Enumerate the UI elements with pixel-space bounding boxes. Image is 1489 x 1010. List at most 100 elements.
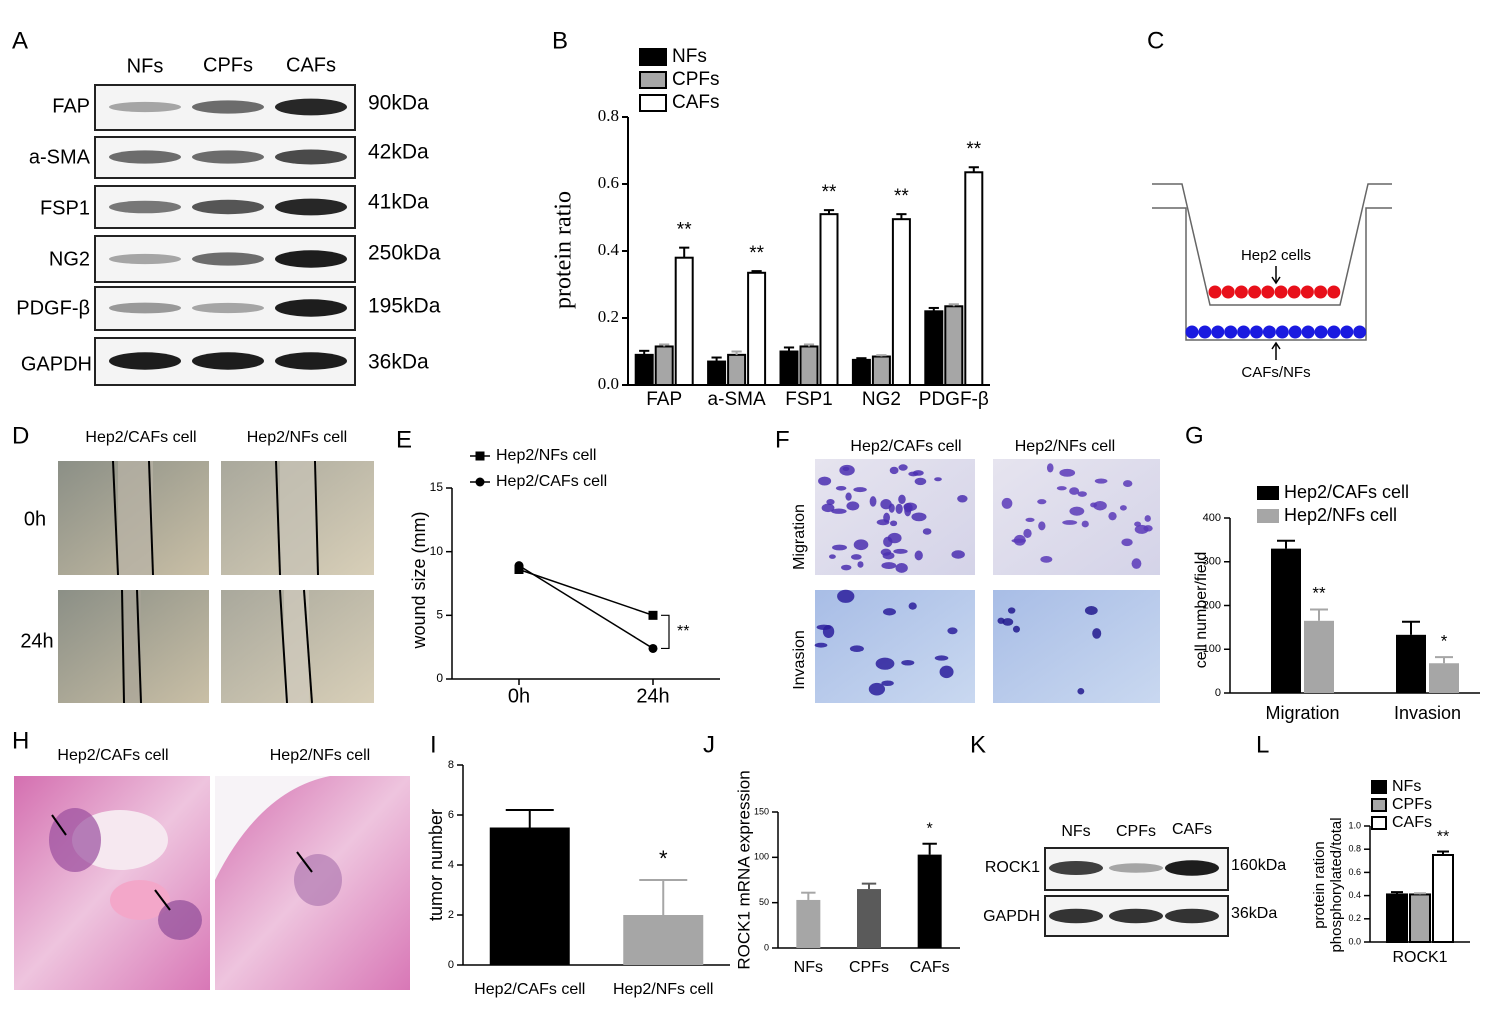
arrow xyxy=(51,814,67,836)
column-label: Hep2/CAFs cell xyxy=(57,747,168,764)
fibroblast-cell xyxy=(1198,325,1212,339)
blot-k-labels: NFs CPFs CAFs ROCK1 GAPDH 160kDa 36kDa xyxy=(983,821,1286,925)
size-label: 41kDa xyxy=(368,191,429,214)
significance-label: * xyxy=(659,846,668,871)
wound xyxy=(118,461,153,575)
stained-cell xyxy=(898,494,906,505)
legend-swatch xyxy=(639,94,667,112)
blot-band xyxy=(275,250,347,268)
panel-letter: D xyxy=(12,422,29,449)
stained-cell xyxy=(818,476,832,486)
blot-band xyxy=(275,98,347,116)
y-tick-label: 0.6 xyxy=(598,173,619,192)
size-label: 42kDa xyxy=(368,141,429,164)
blot-band xyxy=(275,352,347,370)
significance-label: ** xyxy=(966,139,981,160)
fibroblast-cell xyxy=(1275,325,1289,339)
blot-band xyxy=(192,302,264,314)
transwell-image xyxy=(815,590,975,703)
stained-cell xyxy=(850,554,862,560)
stained-cell xyxy=(1023,528,1032,538)
bar xyxy=(851,358,871,386)
significance-label: ** xyxy=(894,186,909,207)
x-tick-label: ROCK1 xyxy=(1392,949,1447,966)
cell-layers xyxy=(1185,285,1367,339)
bar xyxy=(1396,634,1426,693)
bar xyxy=(489,827,570,965)
stained-cell xyxy=(881,562,897,570)
stained-cell xyxy=(849,645,864,653)
y-tick-label: 8 xyxy=(448,759,454,771)
stained-cell xyxy=(893,548,908,554)
blot-band xyxy=(275,299,347,317)
stained-cell xyxy=(880,499,892,510)
micrographs-d xyxy=(58,460,374,704)
row-label: 24h xyxy=(20,630,53,652)
protein-label: FAP xyxy=(52,95,90,117)
wound-edge xyxy=(148,460,154,576)
panel-letter: C xyxy=(1147,27,1164,54)
stained-cell xyxy=(908,471,919,477)
stained-cell xyxy=(1131,558,1142,569)
diagram-label: CAFs/NFs xyxy=(1241,364,1310,381)
stained-cell xyxy=(895,503,903,514)
lane-label: NFs xyxy=(1061,823,1090,840)
column-label: Hep2/CAFs cell xyxy=(85,429,196,446)
y-tick-label: 1.0 xyxy=(1348,820,1361,830)
x-tick-label: Hep2/NFs cell xyxy=(613,981,713,998)
fibroblast-cell xyxy=(1301,325,1315,339)
bar xyxy=(747,271,767,386)
stained-cell xyxy=(882,552,895,560)
stained-cell xyxy=(1025,517,1035,522)
size-label: 160kDa xyxy=(1231,857,1286,874)
panel-letter: G xyxy=(1185,422,1204,449)
x-tick-label: PDGF-β xyxy=(919,389,989,410)
y-tick-label: 0.8 xyxy=(1348,844,1361,854)
stained-cell xyxy=(826,498,835,506)
fibroblast-cell xyxy=(1237,325,1251,339)
stained-cell xyxy=(821,503,835,513)
stained-cell xyxy=(1056,486,1067,491)
y-axis-label: ROCK1 mRNA expression xyxy=(734,770,753,969)
blot-band xyxy=(1109,863,1163,873)
stained-cell xyxy=(832,544,847,551)
arrow-head xyxy=(1271,276,1281,285)
stained-cell xyxy=(853,487,867,493)
legend-label: CAFs xyxy=(1392,814,1432,831)
blot-band xyxy=(192,252,264,266)
y-tick-label: 0.4 xyxy=(1348,890,1361,900)
hep2-cell xyxy=(1221,285,1235,299)
fibroblast-cell xyxy=(1353,325,1367,339)
panel-letter: F xyxy=(775,426,790,453)
stained-cell xyxy=(1069,506,1085,516)
arrow xyxy=(154,889,171,911)
row-label: 0h xyxy=(24,508,46,530)
protein-label: NG2 xyxy=(49,248,90,270)
significance-label: ** xyxy=(677,623,689,640)
stained-cell xyxy=(911,512,927,522)
significance-bracket xyxy=(661,614,670,650)
insert xyxy=(1152,183,1392,306)
legend-swatch xyxy=(1257,509,1279,523)
stained-cell xyxy=(1092,628,1102,639)
panel-letters: A B C D E F G H I J K L xyxy=(12,27,1269,758)
stained-cell xyxy=(889,466,899,475)
arrow xyxy=(296,851,313,873)
nodule xyxy=(294,854,342,906)
y-tick-label: 0.0 xyxy=(598,374,619,393)
stained-cell xyxy=(1038,521,1046,531)
stained-cell xyxy=(881,680,894,687)
x-tick-label: NG2 xyxy=(862,389,901,410)
blot-band xyxy=(1049,861,1103,875)
panel-letter: L xyxy=(1256,731,1269,758)
y-tick-label: 200 xyxy=(1203,599,1221,611)
hep2-cell xyxy=(1234,285,1248,299)
legend-swatch xyxy=(1257,486,1279,500)
legend-label: CPFs xyxy=(1392,796,1432,813)
lane-label: CAFs xyxy=(1172,821,1212,838)
wound xyxy=(124,590,141,703)
y-tick-label: 0.2 xyxy=(598,307,619,326)
bar xyxy=(924,310,944,386)
x-tick-label: NFs xyxy=(794,959,823,976)
